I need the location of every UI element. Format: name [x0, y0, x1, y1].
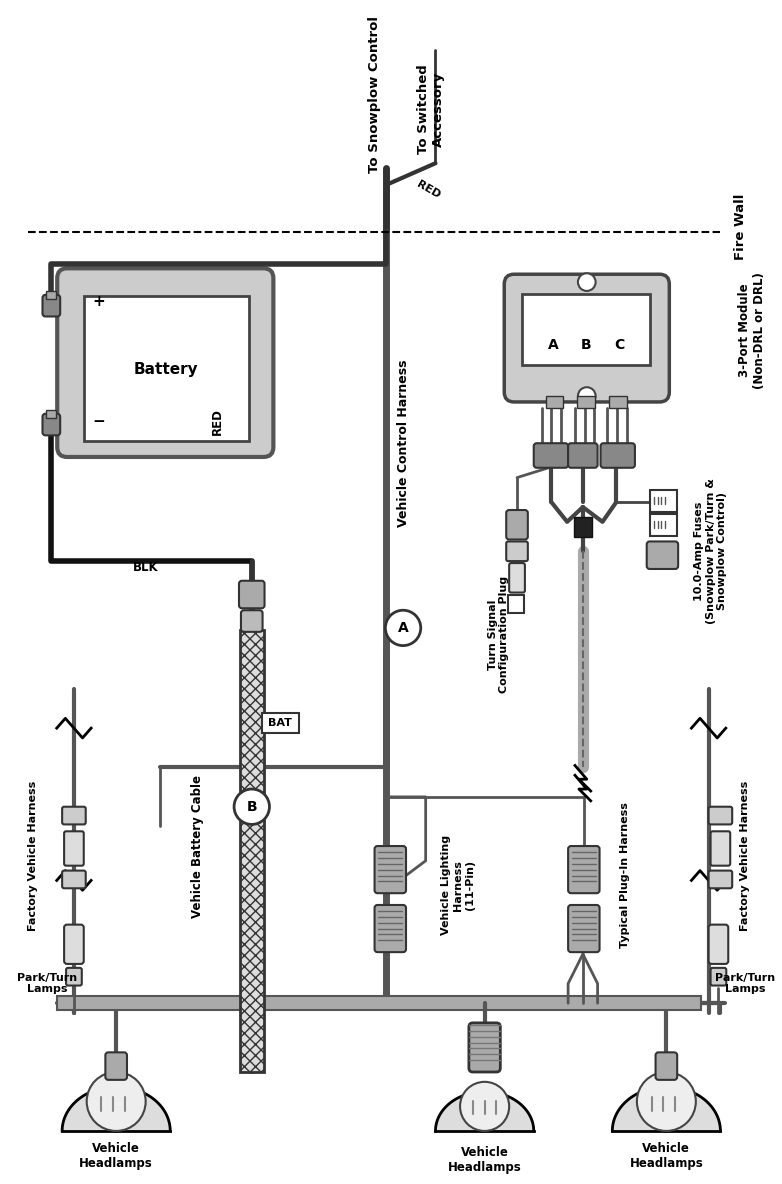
Bar: [577, 397, 594, 407]
Text: Vehicle
Headlamps: Vehicle Headlamps: [79, 1141, 153, 1170]
Text: B: B: [580, 337, 591, 352]
Text: A: A: [548, 337, 559, 352]
FancyBboxPatch shape: [568, 443, 597, 468]
FancyBboxPatch shape: [62, 806, 86, 824]
Text: Factory Vehicle Harness: Factory Vehicle Harness: [27, 780, 38, 931]
FancyBboxPatch shape: [375, 847, 406, 893]
Text: Typical Plug-In Harness: Typical Plug-In Harness: [620, 803, 630, 948]
FancyBboxPatch shape: [57, 269, 274, 457]
Text: To Switched
Accessory: To Switched Accessory: [417, 64, 445, 154]
Bar: [240, 630, 264, 1072]
Circle shape: [87, 1072, 145, 1131]
Text: C: C: [614, 337, 624, 352]
Text: 10.0-Amp Fuses
(Snowplow Park/Turn &
Snowplow Control): 10.0-Amp Fuses (Snowplow Park/Turn & Sno…: [694, 478, 727, 624]
FancyBboxPatch shape: [655, 1053, 677, 1080]
Circle shape: [578, 387, 596, 405]
Bar: [522, 294, 650, 365]
Bar: [650, 490, 677, 511]
FancyBboxPatch shape: [647, 541, 678, 570]
Text: Vehicle
Headlamps: Vehicle Headlamps: [630, 1141, 703, 1170]
Text: Vehicle Battery Cable: Vehicle Battery Cable: [192, 774, 204, 918]
FancyBboxPatch shape: [66, 967, 82, 985]
FancyBboxPatch shape: [241, 610, 263, 632]
Text: BAT: BAT: [268, 719, 292, 728]
Bar: [262, 714, 299, 733]
FancyBboxPatch shape: [42, 413, 60, 436]
FancyBboxPatch shape: [375, 905, 406, 952]
FancyBboxPatch shape: [509, 564, 525, 592]
Text: 3-Port Module
(Non-DRL or DRL): 3-Port Module (Non-DRL or DRL): [738, 272, 766, 388]
FancyBboxPatch shape: [42, 295, 60, 316]
FancyBboxPatch shape: [534, 443, 568, 468]
Text: Vehicle
Headlamps: Vehicle Headlamps: [448, 1146, 522, 1175]
Text: B: B: [246, 799, 257, 813]
Bar: [574, 517, 592, 536]
Circle shape: [578, 274, 596, 291]
Text: A: A: [398, 620, 408, 635]
Text: Fire Wall: Fire Wall: [734, 194, 747, 260]
FancyBboxPatch shape: [711, 967, 726, 985]
Bar: [508, 596, 524, 613]
Bar: [46, 291, 56, 298]
FancyBboxPatch shape: [239, 581, 264, 609]
Circle shape: [460, 1082, 509, 1131]
FancyBboxPatch shape: [62, 870, 86, 888]
Text: Vehicle Control Harness: Vehicle Control Harness: [396, 360, 410, 527]
Text: −: −: [92, 414, 105, 429]
FancyBboxPatch shape: [708, 870, 732, 888]
Text: To Snowplow Control: To Snowplow Control: [368, 15, 381, 173]
Circle shape: [234, 789, 270, 824]
FancyBboxPatch shape: [568, 905, 600, 952]
Text: Vehicle Lighting
Harness
(11-Pin): Vehicle Lighting Harness (11-Pin): [442, 835, 475, 935]
Text: BLK: BLK: [133, 560, 159, 573]
FancyBboxPatch shape: [568, 847, 600, 893]
FancyBboxPatch shape: [708, 925, 728, 964]
Text: +: +: [92, 295, 105, 309]
FancyBboxPatch shape: [64, 831, 84, 866]
FancyBboxPatch shape: [708, 806, 732, 824]
Text: Park/Turn
Lamps: Park/Turn Lamps: [715, 973, 775, 995]
Circle shape: [637, 1072, 696, 1131]
FancyBboxPatch shape: [711, 831, 730, 866]
Text: RED: RED: [415, 179, 442, 200]
FancyBboxPatch shape: [601, 443, 635, 468]
Bar: [546, 397, 563, 407]
Bar: [57, 997, 701, 1010]
Bar: [650, 514, 677, 535]
Bar: [46, 410, 56, 418]
Circle shape: [386, 610, 421, 645]
Text: Park/Turn
Lamps: Park/Turn Lamps: [17, 973, 77, 995]
FancyBboxPatch shape: [106, 1053, 127, 1080]
FancyBboxPatch shape: [506, 510, 528, 540]
Text: Factory Vehicle Harness: Factory Vehicle Harness: [740, 780, 750, 931]
Bar: [84, 296, 249, 442]
Bar: [609, 397, 627, 407]
FancyBboxPatch shape: [506, 541, 528, 561]
Text: Battery: Battery: [134, 362, 199, 377]
FancyBboxPatch shape: [64, 925, 84, 964]
FancyBboxPatch shape: [504, 275, 669, 401]
FancyBboxPatch shape: [469, 1023, 500, 1072]
Text: Turn Signal
Configuration Plug: Turn Signal Configuration Plug: [487, 577, 509, 694]
Text: RED: RED: [211, 408, 224, 435]
